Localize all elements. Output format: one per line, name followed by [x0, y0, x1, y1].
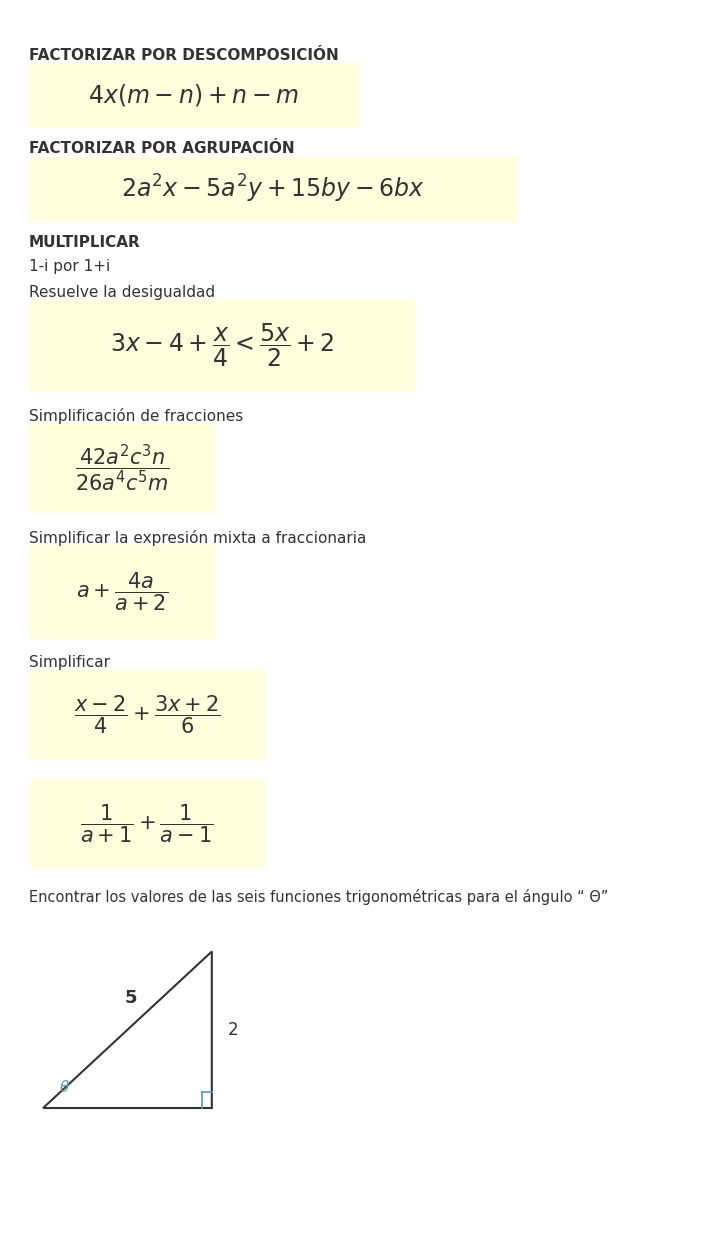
Text: $4x(m - n) + n - m$: $4x(m - n) + n - m$ — [88, 83, 299, 108]
Text: Simplificación de fracciones: Simplificación de fracciones — [29, 408, 243, 424]
Text: 1-i por 1+i: 1-i por 1+i — [29, 259, 110, 274]
Text: $θ$: $θ$ — [59, 1079, 70, 1096]
FancyBboxPatch shape — [29, 156, 517, 222]
FancyBboxPatch shape — [29, 63, 359, 128]
Text: $2a^2x - 5a^2y + 15by - 6bx$: $2a^2x - 5a^2y + 15by - 6bx$ — [121, 173, 425, 205]
Text: FACTORIZAR POR DESCOMPOSICIÓN: FACTORIZAR POR DESCOMPOSICIÓN — [29, 48, 338, 63]
Text: $3x - 4 + \dfrac{x}{4} < \dfrac{5x}{2} + 2$: $3x - 4 + \dfrac{x}{4} < \dfrac{5x}{2} +… — [111, 322, 335, 369]
Text: Simplificar la expresión mixta a fraccionaria: Simplificar la expresión mixta a fraccio… — [29, 530, 366, 546]
FancyBboxPatch shape — [29, 779, 266, 869]
Text: $\dfrac{1}{a+1} + \dfrac{1}{a-1}$: $\dfrac{1}{a+1} + \dfrac{1}{a-1}$ — [80, 803, 214, 845]
Text: $\dfrac{x-2}{4} + \dfrac{3x+2}{6}$: $\dfrac{x-2}{4} + \dfrac{3x+2}{6}$ — [74, 694, 220, 736]
Text: Simplificar: Simplificar — [29, 655, 110, 670]
Text: 5: 5 — [125, 989, 137, 1007]
Text: FACTORIZAR POR AGRUPACIÓN: FACTORIZAR POR AGRUPACIÓN — [29, 141, 294, 156]
Text: $a + \dfrac{4a}{a+2}$: $a + \dfrac{4a}{a+2}$ — [76, 571, 168, 612]
FancyBboxPatch shape — [29, 300, 416, 391]
Text: MULTIPLICAR: MULTIPLICAR — [29, 235, 141, 250]
Text: $\dfrac{42a^2c^3n}{26a^4c^5m}$: $\dfrac{42a^2c^3n}{26a^4c^5m}$ — [75, 443, 169, 493]
FancyBboxPatch shape — [29, 423, 215, 513]
Text: Encontrar los valores de las seis funciones trigonométricas para el ángulo “ Θ”: Encontrar los valores de las seis funcio… — [29, 889, 608, 905]
FancyBboxPatch shape — [29, 545, 215, 639]
Text: Resuelve la desigualdad: Resuelve la desigualdad — [29, 285, 215, 300]
FancyBboxPatch shape — [29, 670, 266, 760]
Text: 2: 2 — [228, 1020, 238, 1039]
